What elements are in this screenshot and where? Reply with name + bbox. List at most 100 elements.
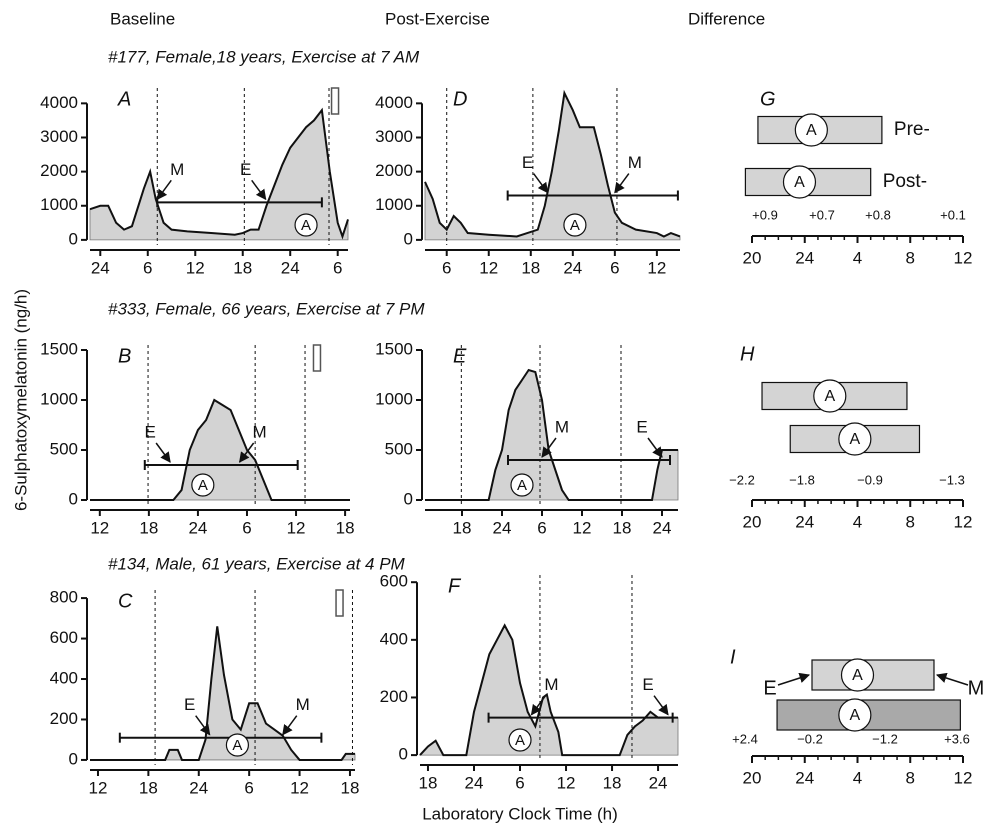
phase-label: E — [144, 422, 155, 441]
arrow — [614, 173, 630, 194]
acrophase-label: A — [232, 737, 242, 754]
difference-label: +2.4 — [732, 731, 758, 746]
x-tick-label: 12 — [647, 258, 666, 277]
acrophase-label: A — [794, 174, 805, 191]
x-tick-label: 24 — [188, 518, 207, 537]
arrow — [251, 179, 267, 201]
x-tick-label: 18 — [336, 518, 355, 537]
x-tick-label: 24 — [795, 512, 814, 531]
y-tick-label: 1000 — [375, 389, 413, 408]
y-tick-label: 600 — [380, 572, 408, 591]
x-tick-label: 24 — [91, 258, 110, 277]
x-tick-label: 24 — [795, 248, 814, 267]
difference-label: +0.8 — [865, 207, 891, 222]
difference-label: −1.2 — [872, 731, 898, 746]
x-tick-label: 4 — [853, 248, 862, 267]
phase-label: E — [240, 160, 251, 179]
legend-label: Post- — [883, 171, 927, 192]
arrow — [532, 173, 549, 194]
phase-label: E — [184, 695, 195, 714]
x-tick-label: 20 — [743, 248, 762, 267]
panel-letter: F — [448, 575, 462, 597]
y-tick-label: 400 — [50, 669, 78, 688]
x-tick-label: 12 — [573, 518, 592, 537]
y-tick-label: 4000 — [40, 93, 78, 112]
x-tick-label: 8 — [906, 512, 915, 531]
panel-letter: E — [453, 345, 467, 367]
x-tick-label: 24 — [649, 773, 668, 792]
line — [419, 623, 678, 757]
arrow — [156, 179, 172, 201]
phase-label: M — [253, 422, 267, 441]
acrophase-marker — [191, 473, 215, 497]
difference-label: +0.7 — [809, 207, 835, 222]
x-tick-label: 18 — [340, 778, 359, 797]
x-tick-label: 6 — [143, 258, 152, 277]
acrophase-marker — [510, 473, 534, 497]
difference-label: +0.1 — [940, 207, 966, 222]
y-tick-label: 1500 — [375, 339, 413, 358]
acrophase-label: A — [852, 667, 863, 684]
panel-letter: D — [453, 88, 467, 110]
exercise-marker — [312, 344, 322, 372]
difference-label: +0.9 — [752, 207, 778, 222]
y-tick-label: 0 — [404, 489, 413, 508]
row-title: #177, Female,18 years, Exercise at 7 AM — [108, 47, 420, 66]
acrophase-label: A — [570, 217, 580, 234]
y-tick-label: 1500 — [40, 339, 78, 358]
y-tick-label: 0 — [69, 749, 78, 768]
x-tick-label: 24 — [653, 518, 672, 537]
arrow — [195, 715, 211, 736]
x-tick-label: 6 — [244, 778, 253, 797]
column-title: Baseline — [110, 9, 175, 28]
acrophase-label: A — [517, 477, 527, 494]
phase-label: E — [636, 417, 647, 436]
x-tick-label: 12 — [287, 518, 306, 537]
exercise-marker — [330, 87, 340, 115]
arrow — [777, 672, 811, 686]
y-tick-label: 0 — [69, 229, 78, 248]
legend-label: Pre- — [894, 119, 930, 140]
x-tick-label: 12 — [557, 773, 576, 792]
x-tick-label: 18 — [521, 258, 540, 277]
x-tick-label: 24 — [493, 518, 512, 537]
y-tick-label: 1000 — [375, 195, 413, 214]
acrophase-marker — [840, 658, 875, 692]
x-tick-label: 18 — [613, 518, 632, 537]
y-tick-label: 2000 — [40, 161, 78, 180]
x-tick-label: 8 — [906, 248, 915, 267]
x-tick-label: 24 — [465, 773, 484, 792]
panel-letter: G — [760, 88, 776, 110]
phase-label: M — [170, 160, 184, 179]
x-tick-label: 6 — [442, 258, 451, 277]
phase-label: M — [555, 417, 569, 436]
line — [90, 626, 355, 761]
phase-label: E — [642, 675, 653, 694]
panel-letter: H — [740, 343, 755, 365]
y-tick-label: 800 — [50, 588, 78, 607]
arrow — [647, 437, 663, 458]
y-tick-label: 600 — [50, 628, 78, 647]
x-tick-label: 24 — [795, 768, 814, 787]
acrophase-marker — [813, 379, 847, 413]
x-tick-label: 18 — [139, 778, 158, 797]
difference-label: −0.9 — [857, 472, 883, 487]
acrophase-marker — [794, 113, 828, 147]
arrow — [541, 437, 557, 458]
difference-label: −0.2 — [797, 731, 823, 746]
line — [425, 368, 678, 501]
phase-label: E — [763, 677, 776, 699]
x-tick-label: 18 — [233, 258, 252, 277]
phase-label: M — [628, 153, 642, 172]
y-tick-label: 1000 — [40, 389, 78, 408]
x-tick-label: 6 — [333, 258, 342, 277]
panel-letter: C — [118, 590, 133, 612]
line — [90, 398, 350, 501]
y-tick-label: 1000 — [40, 195, 78, 214]
difference-label: −1.3 — [939, 472, 965, 487]
arrow — [282, 715, 298, 736]
x-tick-label: 12 — [479, 258, 498, 277]
phase-label: M — [544, 675, 558, 694]
y-tick-label: 500 — [50, 439, 78, 458]
y-tick-label: 2000 — [375, 161, 413, 180]
